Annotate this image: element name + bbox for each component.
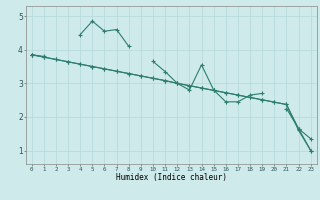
- X-axis label: Humidex (Indice chaleur): Humidex (Indice chaleur): [116, 173, 227, 182]
